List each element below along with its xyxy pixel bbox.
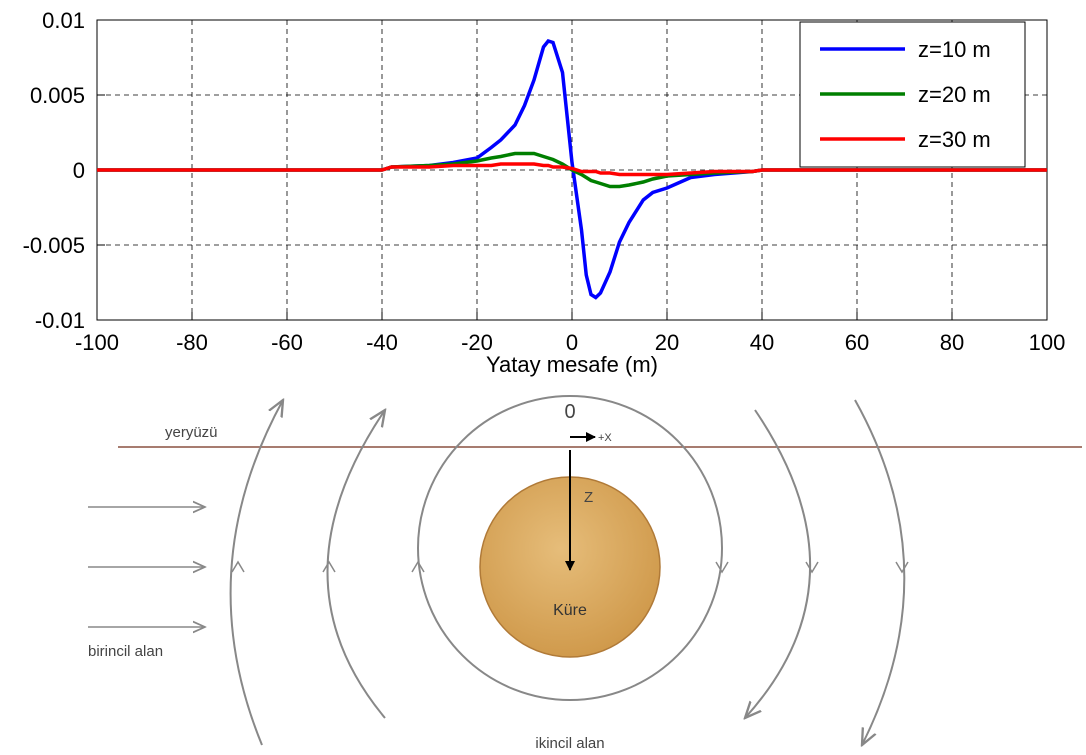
surface-label: yeryüzü [165, 424, 218, 441]
legend-label: z=20 m [918, 82, 991, 107]
x-tick-label: 0 [566, 330, 578, 355]
x-tick-label: -80 [176, 330, 208, 355]
line [97, 162, 1047, 177]
field-arc [229, 400, 283, 746]
y-tick-label: 0.01 [42, 8, 85, 33]
secondary-label: ikincil alan [535, 735, 604, 752]
z-label: Z [584, 489, 593, 506]
x-tick-label: 100 [1029, 330, 1066, 355]
chevron [895, 561, 909, 574]
outer-circle [417, 395, 723, 701]
origin-label: 0 [564, 401, 575, 423]
chevron [805, 561, 819, 574]
primary-label: birincil alan [88, 643, 163, 660]
chevron [231, 560, 245, 573]
x-tick-label: 80 [940, 330, 964, 355]
x-tick-label: 40 [750, 330, 774, 355]
field-arc [854, 399, 906, 745]
x-label: +X [598, 432, 612, 444]
chevron [715, 561, 729, 574]
x-tick-label: -100 [75, 330, 119, 355]
y-tick-label: -0.01 [35, 308, 85, 333]
x-axis-label: Yatay mesafe (m) [486, 352, 658, 377]
chevron [322, 560, 336, 573]
y-tick-label: 0.005 [30, 83, 85, 108]
y-tick-label: 0 [73, 158, 85, 183]
legend-box [799, 21, 1026, 168]
x-tick-label: -20 [461, 330, 493, 355]
y-tick-label: -0.005 [23, 233, 85, 258]
x-tick-label: -40 [366, 330, 398, 355]
line [97, 38, 1047, 300]
diagram: yeryüzü 0 +X Z Küre birincil alan ikinci… [88, 395, 1082, 752]
x-tick-label: 20 [655, 330, 679, 355]
chart: -0.01 -0.005 0 0.005 0.01 -100 -80 -60 -40 -20 0 20… [23, 8, 1066, 377]
x-tick-label: -60 [271, 330, 303, 355]
field-arc [326, 410, 386, 719]
field-arc [745, 409, 811, 718]
legend-label: z=10 m [918, 37, 991, 62]
sphere-label: Küre [553, 602, 587, 619]
line [97, 151, 1047, 189]
legend-label: z=30 m [918, 127, 991, 152]
x-tick-label: 60 [845, 330, 869, 355]
chevron [411, 560, 425, 573]
